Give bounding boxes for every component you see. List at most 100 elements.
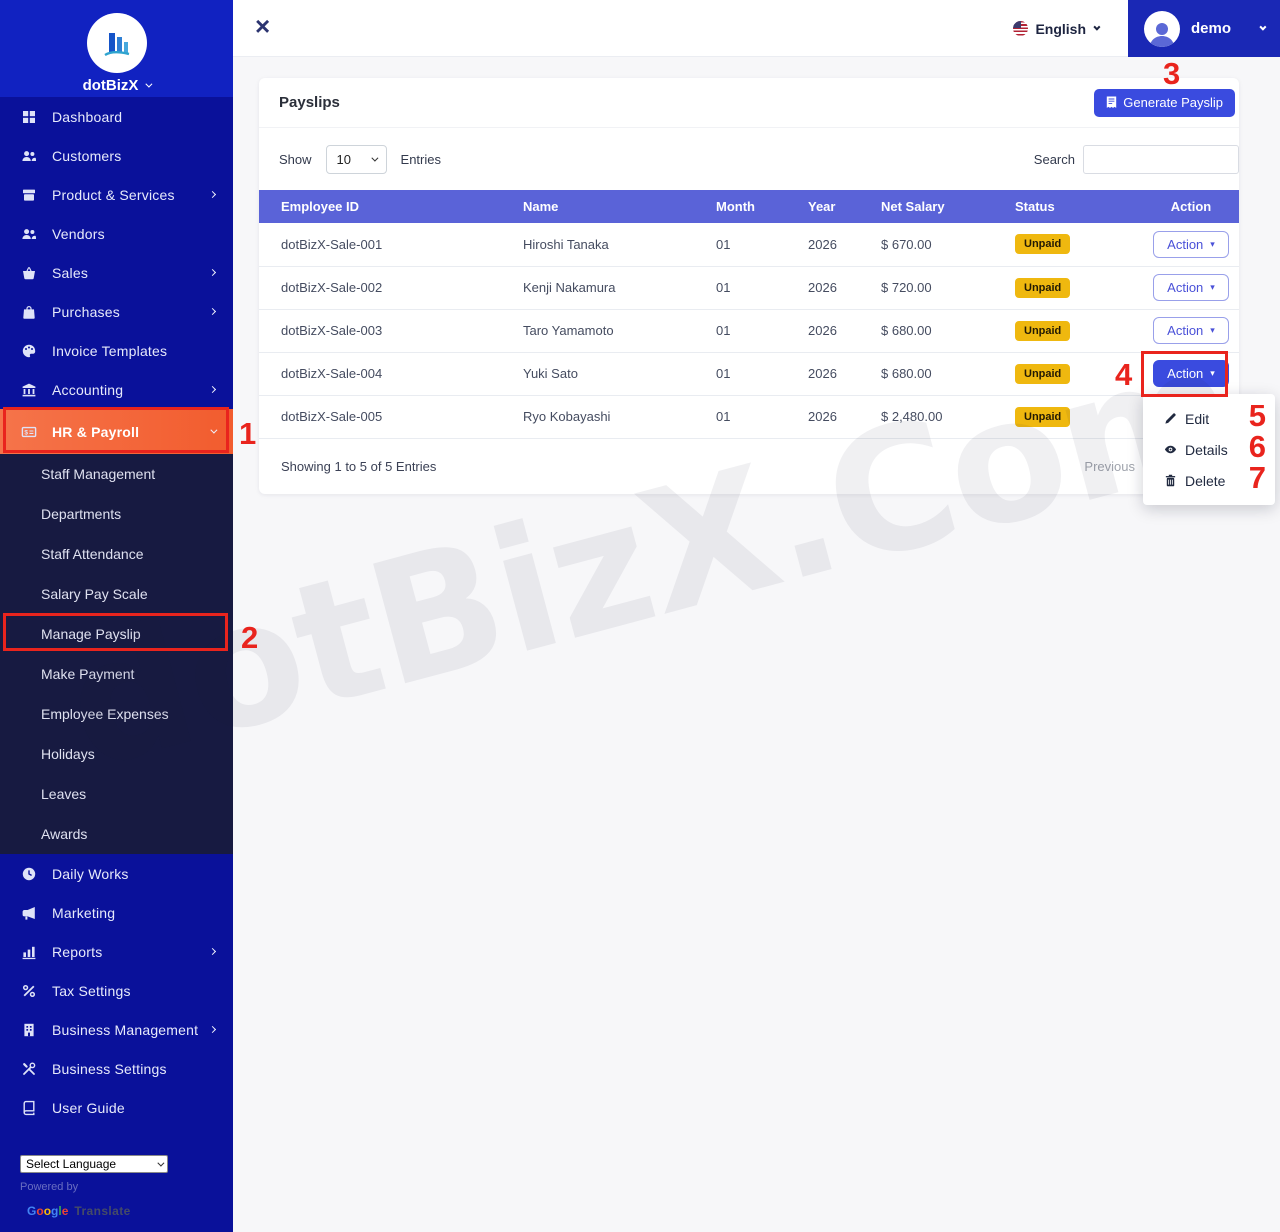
status-badge: Unpaid bbox=[1015, 363, 1071, 384]
sidebar-item-sales[interactable]: Sales bbox=[0, 253, 233, 292]
annotation-step-6: 6 bbox=[1248, 429, 1266, 464]
action-dropdown-button[interactable]: Action▾ bbox=[1153, 274, 1229, 301]
chevron-down-icon bbox=[1259, 23, 1267, 31]
sidebar-item-hr-payroll[interactable]: $ HR & Payroll bbox=[0, 409, 233, 454]
action-dropdown-menu: Edit Details Delete 5 6 7 bbox=[1143, 394, 1275, 505]
search-input[interactable] bbox=[1083, 144, 1239, 174]
sidebar-subitem-make-payment[interactable]: Make Payment bbox=[41, 666, 135, 682]
box-icon bbox=[20, 186, 37, 203]
chevron-right-icon bbox=[208, 190, 217, 199]
sidebar-item-invoice-templates[interactable]: Invoice Templates bbox=[0, 331, 233, 370]
payslips-table: Employee ID Name Month Year Net Salary S… bbox=[259, 190, 1239, 438]
action-dropdown-button[interactable]: Action▾ bbox=[1153, 230, 1229, 258]
percent-icon bbox=[20, 982, 37, 999]
table-footer: Showing 1 to 5 of 5 Entries Previous bbox=[259, 438, 1239, 494]
sidebar-subitem-leaves[interactable]: Leaves bbox=[41, 786, 87, 802]
shopping-bag-icon bbox=[20, 303, 37, 320]
google-translate-logo[interactable]: Google Translate bbox=[27, 1204, 131, 1218]
sidebar-item-user-guide[interactable]: User Guide bbox=[0, 1088, 233, 1127]
table-row: dotBizX-Sale-005 Ryo Kobayashi 01 2026 $… bbox=[259, 394, 1239, 438]
table-row: dotBizX-Sale-004 Yuki Sato 01 2026 $ 680… bbox=[259, 351, 1239, 395]
sidebar-item-purchases[interactable]: Purchases bbox=[0, 292, 233, 331]
pencil-icon bbox=[1165, 413, 1176, 424]
clock-icon bbox=[20, 865, 37, 882]
sidebar-item-business-management[interactable]: Business Management bbox=[0, 1010, 233, 1049]
sidebar-nav: Dashboard Customers Product & Services V… bbox=[0, 97, 233, 1127]
sidebar-item-vendors[interactable]: Vendors bbox=[0, 214, 233, 253]
sidebar-header: dotBizX bbox=[0, 0, 233, 97]
status-badge: Unpaid bbox=[1015, 406, 1071, 427]
menu-item-details[interactable]: Details bbox=[1143, 434, 1275, 465]
sidebar-item-accounting[interactable]: Accounting bbox=[0, 370, 233, 409]
status-badge: Unpaid bbox=[1015, 234, 1071, 255]
table-row: dotBizX-Sale-003 Taro Yamamoto 01 2026 $… bbox=[259, 308, 1239, 352]
sidebar-subitem-holidays[interactable]: Holidays bbox=[41, 746, 95, 762]
status-badge: Unpaid bbox=[1015, 277, 1071, 298]
chevron-right-icon bbox=[208, 385, 217, 394]
sidebar-subitem-salary-pay-scale[interactable]: Salary Pay Scale bbox=[41, 586, 148, 602]
sidebar-item-tax-settings[interactable]: Tax Settings bbox=[0, 971, 233, 1010]
tools-icon bbox=[20, 1060, 37, 1077]
menu-item-edit[interactable]: Edit bbox=[1143, 403, 1275, 434]
hr-payroll-submenu: Staff Management Departments Staff Atten… bbox=[0, 454, 233, 854]
table-header-row: Employee ID Name Month Year Net Salary S… bbox=[259, 190, 1239, 223]
sidebar-item-daily-works[interactable]: Daily Works bbox=[0, 854, 233, 893]
entries-summary: Showing 1 to 5 of 5 Entries bbox=[281, 459, 437, 474]
brand-logo[interactable] bbox=[86, 13, 147, 73]
sidebar: dotBizX Dashboard Customers Product & Se… bbox=[0, 0, 233, 1232]
sidebar-subitem-employee-expenses[interactable]: Employee Expenses bbox=[41, 706, 169, 722]
annotation-step-3: 3 bbox=[1163, 56, 1181, 91]
topbar: × English demo bbox=[233, 0, 1280, 57]
chevron-down-icon bbox=[145, 80, 153, 88]
caret-down-icon: ▾ bbox=[1210, 325, 1215, 335]
sidebar-subitem-staff-management[interactable]: Staff Management bbox=[41, 466, 156, 482]
annotation-step-7: 7 bbox=[1248, 460, 1266, 495]
powered-by-label: Powered by bbox=[20, 1181, 79, 1193]
menu-item-delete[interactable]: Delete bbox=[1143, 465, 1275, 496]
table-row: dotBizX-Sale-002 Kenji Nakamura 01 2026 … bbox=[259, 265, 1239, 309]
annotation-step-1: 1 bbox=[239, 416, 257, 451]
sidebar-item-customers[interactable]: Customers bbox=[0, 136, 233, 175]
user-name: demo bbox=[1191, 20, 1232, 37]
user-menu[interactable]: demo bbox=[1128, 0, 1280, 57]
brand-name-toggle[interactable]: dotBizX bbox=[83, 77, 153, 94]
action-dropdown-button[interactable]: Action▾ bbox=[1153, 317, 1229, 344]
table-controls: Show 10 Entries Search bbox=[259, 128, 1239, 190]
sidebar-item-marketing[interactable]: Marketing bbox=[0, 893, 233, 932]
caret-down-icon: ▾ bbox=[1210, 238, 1215, 249]
language-dropdown[interactable]: English bbox=[1013, 0, 1101, 57]
page-size-select[interactable]: 10 bbox=[325, 144, 387, 174]
sidebar-item-business-settings[interactable]: Business Settings bbox=[0, 1049, 233, 1088]
sidebar-subitem-departments[interactable]: Departments bbox=[41, 506, 122, 522]
show-label: Show bbox=[279, 151, 312, 167]
pagination-previous[interactable]: Previous bbox=[1084, 459, 1135, 474]
users-icon bbox=[20, 225, 37, 242]
generate-payslip-button[interactable]: Generate Payslip bbox=[1094, 88, 1235, 117]
sidebar-item-products[interactable]: Product & Services bbox=[0, 175, 233, 214]
language-label: English bbox=[1035, 20, 1086, 37]
entries-label: Entries bbox=[400, 151, 441, 167]
us-flag-icon bbox=[1013, 21, 1029, 36]
sidebar-item-reports[interactable]: Reports bbox=[0, 932, 233, 971]
sidebar-item-dashboard[interactable]: Dashboard bbox=[0, 97, 233, 136]
sidebar-subitem-staff-attendance[interactable]: Staff Attendance bbox=[41, 546, 144, 562]
sidebar-subitem-awards[interactable]: Awards bbox=[41, 826, 88, 842]
bar-chart-icon bbox=[20, 943, 37, 960]
search-label: Search bbox=[1033, 151, 1075, 167]
chevron-right-icon bbox=[208, 268, 217, 277]
sidebar-subitem-manage-payslip[interactable]: Manage Payslip bbox=[41, 626, 141, 642]
close-icon[interactable]: × bbox=[255, 11, 271, 41]
action-dropdown-button-open[interactable]: Action ▾ bbox=[1153, 360, 1229, 387]
status-badge: Unpaid bbox=[1015, 320, 1071, 341]
caret-down-icon: ▾ bbox=[1210, 282, 1215, 292]
basket-icon bbox=[20, 264, 37, 281]
bank-icon bbox=[20, 381, 37, 398]
annotation-step-5: 5 bbox=[1248, 398, 1266, 433]
palette-icon bbox=[20, 342, 37, 359]
chevron-right-icon bbox=[208, 307, 217, 316]
caret-down-icon: ▾ bbox=[1210, 368, 1215, 378]
payroll-check-icon: $ bbox=[20, 423, 37, 440]
trash-icon bbox=[1165, 474, 1176, 487]
language-select[interactable]: Select Language bbox=[20, 1155, 168, 1173]
annotation-step-4: 4 bbox=[1115, 357, 1133, 392]
